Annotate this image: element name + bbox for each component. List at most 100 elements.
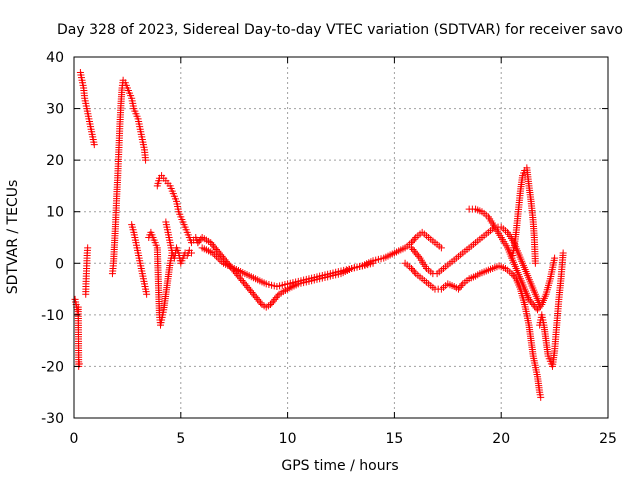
- data-point: [215, 249, 223, 257]
- data-point: [212, 246, 220, 254]
- data-point: [269, 297, 277, 305]
- data-point: [90, 141, 98, 149]
- series-seg-e-dip: [128, 221, 151, 298]
- series-seg-h-scatter: [162, 218, 195, 267]
- data-point: [241, 280, 249, 288]
- data-point: [410, 247, 418, 255]
- data-point: [216, 256, 224, 264]
- series-seg-c-short-rise: [82, 244, 92, 298]
- data-point: [207, 239, 215, 247]
- data-point: [413, 251, 421, 259]
- data-point: [437, 244, 445, 252]
- data-point: [210, 242, 218, 250]
- data-point: [508, 270, 516, 278]
- data-point: [525, 295, 533, 303]
- data-point: [245, 285, 253, 293]
- data-point: [274, 292, 282, 300]
- x-tick-label: 15: [385, 431, 403, 447]
- data-point: [249, 290, 257, 298]
- data-point: [535, 304, 543, 312]
- y-tick-label: 10: [46, 205, 64, 221]
- data-point: [238, 276, 246, 284]
- data-point: [410, 235, 418, 243]
- data-point: [456, 283, 464, 291]
- data-point: [409, 266, 417, 274]
- data-point: [536, 302, 544, 310]
- data-point: [551, 254, 559, 262]
- y-axis-label: SDTVAR / TECUs: [5, 180, 21, 295]
- data-point: [251, 292, 259, 300]
- y-tick-label: -20: [41, 359, 64, 375]
- data-point: [257, 299, 265, 307]
- data-point: [212, 252, 220, 260]
- data-point: [254, 295, 262, 303]
- data-point: [409, 237, 417, 245]
- series-seg-f-recovery: [145, 228, 176, 329]
- data-point: [457, 282, 465, 290]
- data-point: [415, 252, 423, 260]
- data-point: [271, 295, 279, 303]
- data-point: [255, 297, 263, 305]
- data-point: [239, 278, 247, 286]
- data-point: [412, 249, 420, 257]
- series-seg-d-second-peak: [108, 76, 150, 278]
- series-seg-g-peak-17: [153, 172, 202, 247]
- data-point: [531, 259, 539, 267]
- x-axis-label: GPS time / hours: [281, 458, 398, 474]
- data-point: [142, 156, 150, 164]
- y-tick-label: -30: [41, 411, 64, 427]
- data-point: [234, 271, 242, 279]
- data-point: [187, 249, 195, 257]
- data-point: [537, 393, 545, 401]
- y-tick-label: 20: [46, 153, 64, 169]
- data-point: [195, 237, 203, 245]
- data-point: [407, 244, 415, 252]
- data-point: [247, 287, 255, 295]
- series-seg-l-lower-wave: [401, 259, 545, 401]
- data-point: [143, 290, 151, 298]
- ticks-layer: 0 5 10 15 20 25 -30 -20 -10 0 10 20 30 40: [41, 50, 617, 447]
- y-tick-label: 0: [55, 256, 64, 272]
- y-tick-label: -10: [41, 308, 64, 324]
- data-point: [252, 294, 260, 302]
- data-point: [559, 249, 567, 257]
- x-tick-label: 25: [599, 431, 617, 447]
- data-point: [237, 275, 245, 283]
- data-point: [407, 264, 415, 272]
- data-point: [214, 247, 222, 255]
- series-seg-p-tail: [536, 249, 567, 370]
- series-seg-b-early-decline: [76, 68, 98, 149]
- x-tick-label: 20: [492, 431, 510, 447]
- series-seg-i-decline-to-min: [194, 234, 292, 311]
- data-points-layer: [71, 68, 567, 401]
- data-point: [268, 299, 276, 307]
- data-point: [214, 254, 222, 262]
- data-point: [509, 271, 517, 279]
- data-point: [235, 273, 243, 281]
- data-point: [272, 294, 280, 302]
- y-tick-label: 30: [46, 102, 64, 118]
- chart-title: Day 328 of 2023, Sidereal Day-to-day VTE…: [57, 22, 623, 38]
- data-point: [194, 239, 202, 247]
- data-point: [528, 299, 536, 307]
- x-tick-label: 5: [176, 431, 185, 447]
- data-point: [534, 306, 542, 314]
- data-point: [208, 240, 216, 248]
- series-seg-o-late-spike: [508, 164, 539, 267]
- plot-border: [73, 56, 609, 419]
- data-point: [410, 268, 418, 276]
- data-point: [529, 301, 537, 309]
- series-seg-k-rise-to-15: [284, 228, 445, 293]
- y-tick-label: 40: [46, 50, 64, 66]
- data-point: [218, 258, 226, 266]
- data-point: [267, 301, 275, 309]
- data-point: [248, 289, 256, 297]
- data-point: [454, 285, 462, 293]
- data-point: [209, 249, 217, 257]
- data-point: [242, 282, 250, 290]
- data-point: [211, 244, 219, 252]
- x-tick-label: 0: [70, 431, 79, 447]
- data-point: [211, 251, 219, 259]
